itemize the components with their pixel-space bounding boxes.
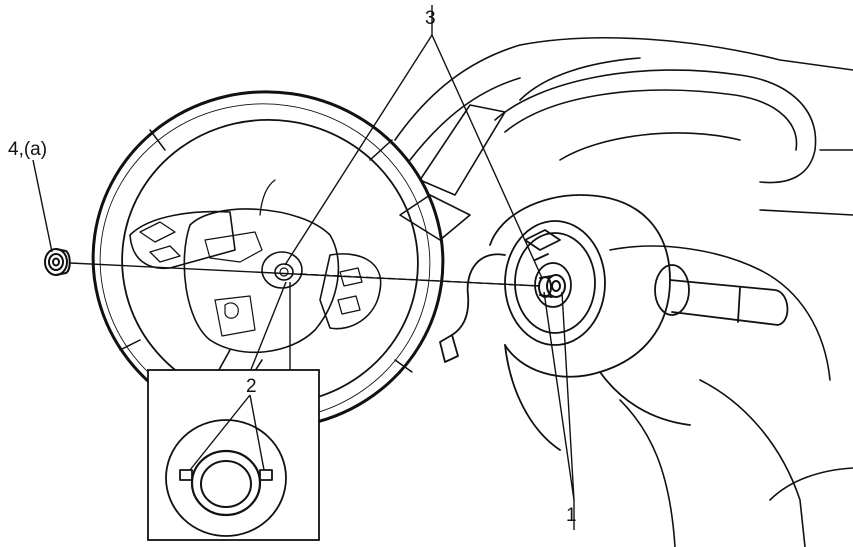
contact-coil [439,220,606,363]
callout-label-2: 2 [246,376,257,397]
steering-wheel-nut [44,248,71,276]
hub-boss-inner [200,460,252,508]
hub-boss-outer [190,449,262,517]
dashboard [394,37,853,547]
shaft-dashed-line [299,273,541,287]
alignment-lines [69,262,541,287]
callout-label-4a: 4,(a) [8,139,47,160]
callout-4-leader [32,159,53,253]
callout-label-1: 1 [566,505,577,526]
column-shroud [489,194,691,451]
steering-shaft [538,274,566,298]
wiper-switch-lever [654,264,789,326]
callout-label-3: 3 [425,8,436,29]
detail-inset [147,281,320,541]
callout-3-leaders [284,5,543,279]
callout-1-leaders [543,291,575,530]
inset-projection-left [249,281,287,373]
